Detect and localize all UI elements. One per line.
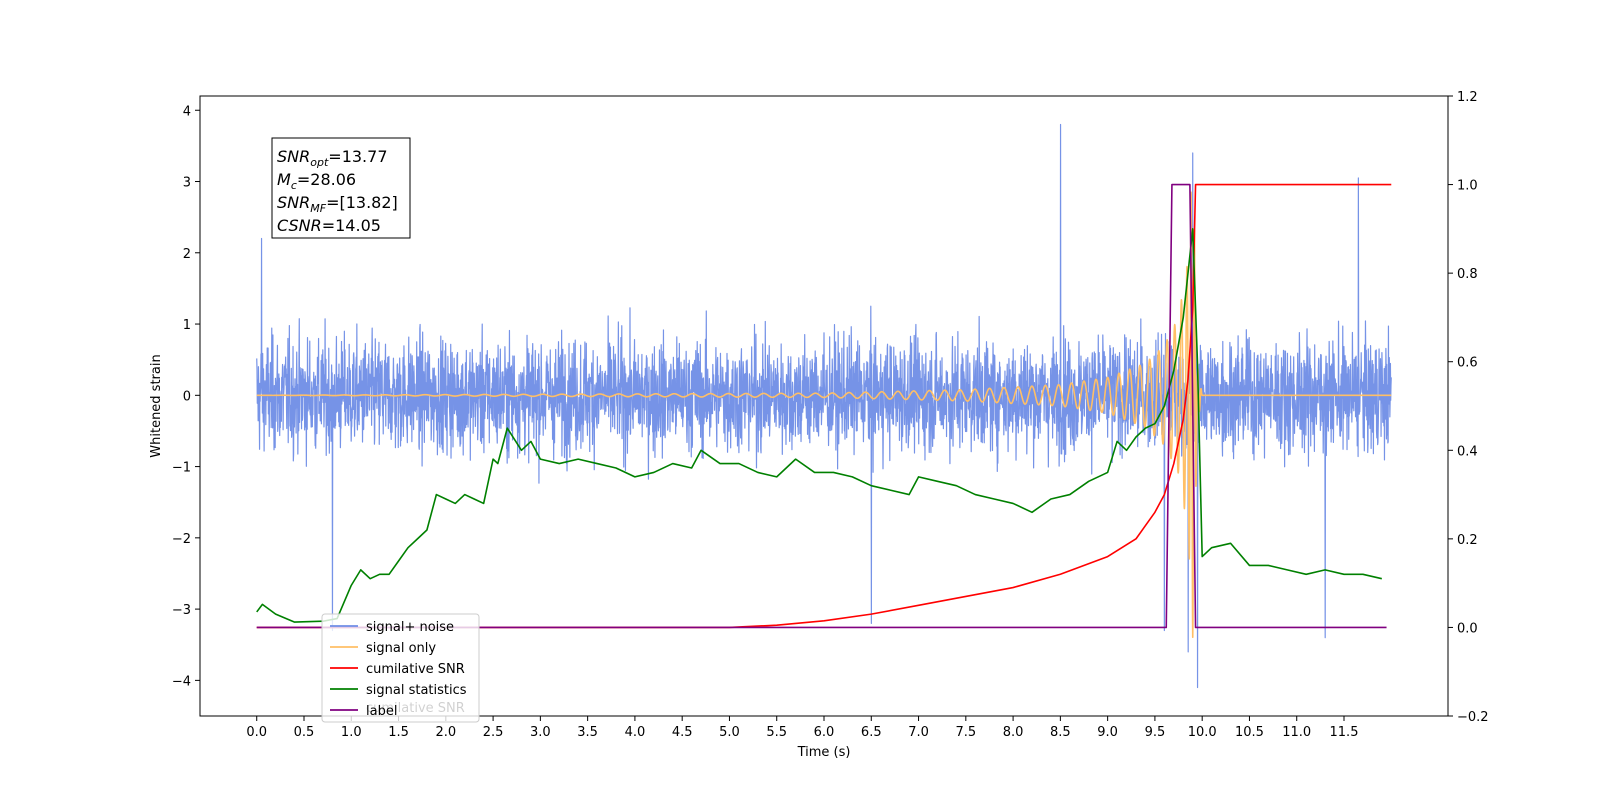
y-right-tick-label: 0.0 xyxy=(1457,621,1478,636)
series-line-label xyxy=(256,183,1387,629)
x-tick-label: 6.5 xyxy=(861,725,882,740)
y-right-tick-label: 0.4 xyxy=(1457,444,1478,459)
x-tick-label: 5.0 xyxy=(719,725,740,740)
annotation-value: =28.06 xyxy=(297,170,356,189)
x-tick-label: 1.0 xyxy=(341,725,362,740)
y-tick-label: −4 xyxy=(172,674,191,689)
legend-entry: signal only xyxy=(366,641,436,656)
x-tick-label: 1.5 xyxy=(388,725,409,740)
x-tick-label: 4.0 xyxy=(625,725,646,740)
y-right-tick-label: 0.2 xyxy=(1457,533,1478,548)
x-tick-label: 0.0 xyxy=(246,725,267,740)
series-line-cumilative-snr xyxy=(256,183,1392,629)
annotation-box: SNRopt=13.77Mc=28.06SNRMF=[13.82]CSNR=14… xyxy=(271,137,411,239)
annotation-subscript: c xyxy=(291,179,297,192)
x-axis-label: Time (s) xyxy=(797,745,851,760)
series-line-signal-only xyxy=(256,191,1392,638)
annotation-subscript: opt xyxy=(310,156,329,169)
legend-frame xyxy=(321,613,480,723)
annotation-value: =13.77 xyxy=(328,147,387,166)
x-tick-label: 9.0 xyxy=(1097,725,1118,740)
y-tick-label: 3 xyxy=(183,176,191,191)
y-tick-label: 0 xyxy=(183,389,191,404)
legend-entry: cumilative SNR xyxy=(366,662,465,677)
annotation-line: CSNR=14.05 xyxy=(277,216,381,235)
y-tick-label: −2 xyxy=(172,532,191,547)
x-tick-label: 7.5 xyxy=(955,725,976,740)
series-line-signal-noise xyxy=(256,123,1392,689)
y-tick-label: 2 xyxy=(183,247,191,262)
y-right-tick-label: 0.8 xyxy=(1457,267,1478,282)
annotation-symbol: SNR xyxy=(277,193,310,212)
x-tick-label: 2.0 xyxy=(435,725,456,740)
y-tick-label: −1 xyxy=(172,461,191,476)
legend-entry: signal+ noise xyxy=(366,620,454,635)
y-right-tick-label: 1.2 xyxy=(1457,90,1478,105)
annotation-subscript: MF xyxy=(310,202,326,215)
annotation-line: SNRopt=13.77 xyxy=(277,147,388,169)
x-tick-label: 8.5 xyxy=(1050,725,1071,740)
x-tick-label: 11.0 xyxy=(1282,725,1311,740)
annotation-value: =14.05 xyxy=(322,216,381,235)
x-tick-label: 8.0 xyxy=(1003,725,1024,740)
annotation-line: SNRMF=[13.82] xyxy=(277,193,398,215)
x-tick-label: 2.5 xyxy=(483,725,504,740)
x-tick-label: 4.5 xyxy=(672,725,693,740)
y-right-tick-label: 1.0 xyxy=(1457,179,1478,194)
axes: 0.0 0.5 1.0 1.5 2.0 2.5 3.0 3.5 4.0 4.5 5.0 5.5 6.0 6… xyxy=(172,90,1489,740)
annotation-line: Mc=28.06 xyxy=(277,170,356,192)
y-tick-label: 1 xyxy=(183,318,191,333)
legend-entry: signal statistics xyxy=(366,683,467,698)
series-line-signal-statistics xyxy=(256,228,1383,623)
plot-area xyxy=(256,123,1392,689)
y-tick-label: 4 xyxy=(183,104,191,119)
annotation-value: =[13.82] xyxy=(326,193,398,212)
x-tick-label: 7.0 xyxy=(908,725,929,740)
x-tick-label: 10.5 xyxy=(1235,725,1264,740)
y-right-tick-label: −0.2 xyxy=(1457,710,1489,725)
annotation-symbol: CSNR xyxy=(277,216,322,235)
y-axis-label: Whitened strain xyxy=(149,354,164,457)
x-tick-label: 9.5 xyxy=(1145,725,1166,740)
y-tick-label: −3 xyxy=(172,603,191,618)
y-right-tick-label: 0.6 xyxy=(1457,356,1478,371)
x-tick-label: 10.0 xyxy=(1188,725,1217,740)
annotation-frame xyxy=(271,137,411,239)
x-tick-label: 6.0 xyxy=(814,725,835,740)
x-tick-label: 3.0 xyxy=(530,725,551,740)
x-tick-label: 0.5 xyxy=(294,725,315,740)
annotation-symbol: SNR xyxy=(277,147,310,166)
annotation-symbol: M xyxy=(277,170,291,189)
legend-entry: label xyxy=(366,704,397,719)
x-tick-label: 3.5 xyxy=(577,725,598,740)
x-tick-label: 11.5 xyxy=(1330,725,1359,740)
x-tick-label: 5.5 xyxy=(766,725,787,740)
